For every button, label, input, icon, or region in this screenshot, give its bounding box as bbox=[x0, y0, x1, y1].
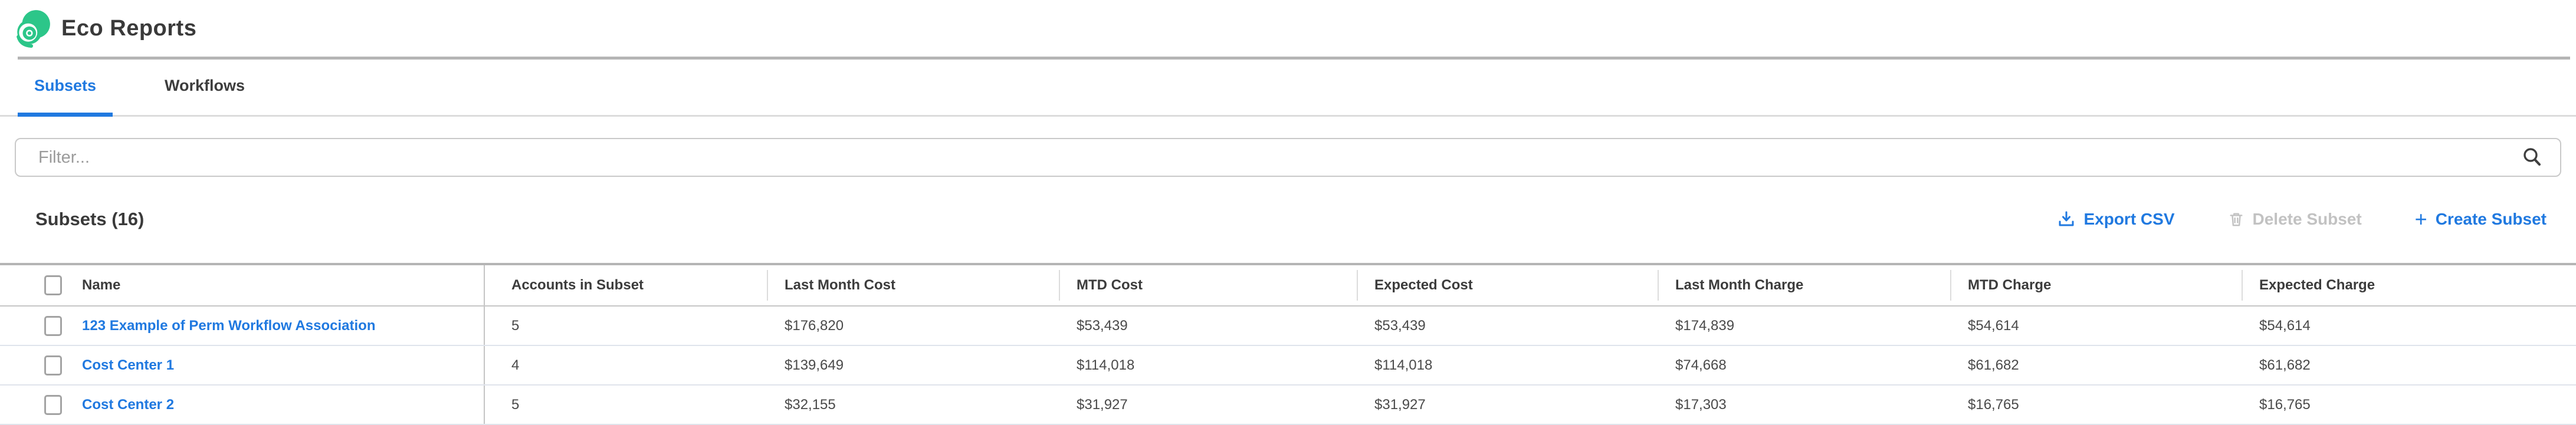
create-subset-label: Create Subset bbox=[2435, 210, 2547, 228]
search-icon bbox=[2521, 146, 2544, 169]
delete-subset-button[interactable]: Delete Subset bbox=[2228, 210, 2362, 229]
header-name-label: Name bbox=[82, 277, 121, 293]
header-expected-cost: Expected Cost bbox=[1357, 265, 1658, 305]
header-mtd-cost: MTD Cost bbox=[1059, 265, 1357, 305]
header-divider bbox=[18, 57, 2570, 60]
header-last-month-cost: Last Month Cost bbox=[767, 265, 1059, 305]
cell-mtd-charge: $54,614 bbox=[1968, 317, 2019, 334]
cell-name: Cost Center 2 bbox=[0, 386, 484, 424]
cell-mtd-charge: $16,765 bbox=[1968, 396, 2019, 413]
filter-input[interactable] bbox=[15, 138, 2561, 177]
subset-name-link[interactable]: Cost Center 1 bbox=[82, 357, 175, 373]
select-all-checkbox[interactable] bbox=[44, 275, 62, 295]
cell-accounts: 5 bbox=[484, 307, 767, 345]
subsets-table: Name Accounts in Subset Last Month Cost … bbox=[0, 263, 2576, 425]
delete-subset-label: Delete Subset bbox=[2252, 210, 2362, 228]
tab-workflows[interactable]: Workflows bbox=[165, 77, 245, 94]
subset-name-link[interactable]: Cost Center 2 bbox=[82, 396, 175, 413]
cell-last-month-cost: $139,649 bbox=[785, 357, 844, 373]
header-accounts-in-subset: Accounts in Subset bbox=[484, 265, 767, 305]
cell-expected-charge: $16,765 bbox=[2259, 396, 2311, 413]
subset-name-link[interactable]: 123 Example of Perm Workflow Association bbox=[82, 317, 376, 334]
subsets-count-title: Subsets (16) bbox=[35, 209, 145, 229]
header-last-month-charge: Last Month Charge bbox=[1658, 265, 1950, 305]
cell-expected-cost: $31,927 bbox=[1374, 396, 1426, 413]
cell-accounts: 5 bbox=[484, 386, 767, 424]
cell-last-month-cost: $32,155 bbox=[785, 396, 836, 413]
table-header-row: Name Accounts in Subset Last Month Cost … bbox=[0, 265, 2576, 307]
tab-bar: Subsets Workflows bbox=[0, 60, 2576, 117]
subsets-section-bar: Subsets (16) Export CSV Delete Subset + … bbox=[35, 206, 2558, 232]
cell-name: Cost Center 1 bbox=[0, 346, 484, 384]
cell-accounts: 4 bbox=[484, 346, 767, 384]
page-title: Eco Reports bbox=[61, 15, 197, 41]
cell-name: 123 Example of Perm Workflow Association bbox=[0, 307, 484, 345]
table-row: Cost Center 1 4 $139,649 $114,018 $114,0… bbox=[0, 346, 2576, 386]
row-checkbox[interactable] bbox=[44, 315, 62, 336]
cell-expected-cost: $114,018 bbox=[1374, 357, 1433, 373]
trash-icon bbox=[2228, 211, 2244, 228]
table-actions: Export CSV Delete Subset + Create Subset bbox=[2057, 207, 2558, 231]
cell-last-month-charge: $174,839 bbox=[1675, 317, 1735, 334]
cell-mtd-cost: $53,439 bbox=[1077, 317, 1128, 334]
app-header: Eco Reports bbox=[0, 0, 2576, 57]
plus-icon: + bbox=[2414, 207, 2427, 231]
tab-subsets[interactable]: Subsets bbox=[18, 77, 113, 117]
cell-mtd-cost: $114,018 bbox=[1077, 357, 1135, 373]
table-row: Cost Center 2 5 $32,155 $31,927 $31,927 … bbox=[0, 386, 2576, 425]
export-csv-button[interactable]: Export CSV bbox=[2057, 210, 2175, 229]
filter-bar bbox=[15, 138, 2561, 177]
cell-expected-charge: $61,682 bbox=[2259, 357, 2311, 373]
cell-last-month-charge: $74,668 bbox=[1675, 357, 1727, 373]
eco-logo-icon bbox=[13, 9, 52, 48]
row-checkbox[interactable] bbox=[44, 394, 62, 415]
header-mtd-charge: MTD Charge bbox=[1950, 265, 2242, 305]
header-name: Name bbox=[0, 265, 484, 305]
table-row: 123 Example of Perm Workflow Association… bbox=[0, 307, 2576, 346]
row-checkbox[interactable] bbox=[44, 355, 62, 375]
export-csv-label: Export CSV bbox=[2083, 210, 2175, 228]
cell-last-month-cost: $176,820 bbox=[785, 317, 844, 334]
cell-last-month-charge: $17,303 bbox=[1675, 396, 1727, 413]
header-expected-charge: Expected Charge bbox=[2242, 265, 2576, 305]
cell-mtd-cost: $31,927 bbox=[1077, 396, 1128, 413]
download-icon bbox=[2057, 210, 2075, 228]
create-subset-button[interactable]: + Create Subset bbox=[2414, 207, 2547, 231]
cell-expected-charge: $54,614 bbox=[2259, 317, 2311, 334]
cell-mtd-charge: $61,682 bbox=[1968, 357, 2019, 373]
cell-expected-cost: $53,439 bbox=[1374, 317, 1426, 334]
